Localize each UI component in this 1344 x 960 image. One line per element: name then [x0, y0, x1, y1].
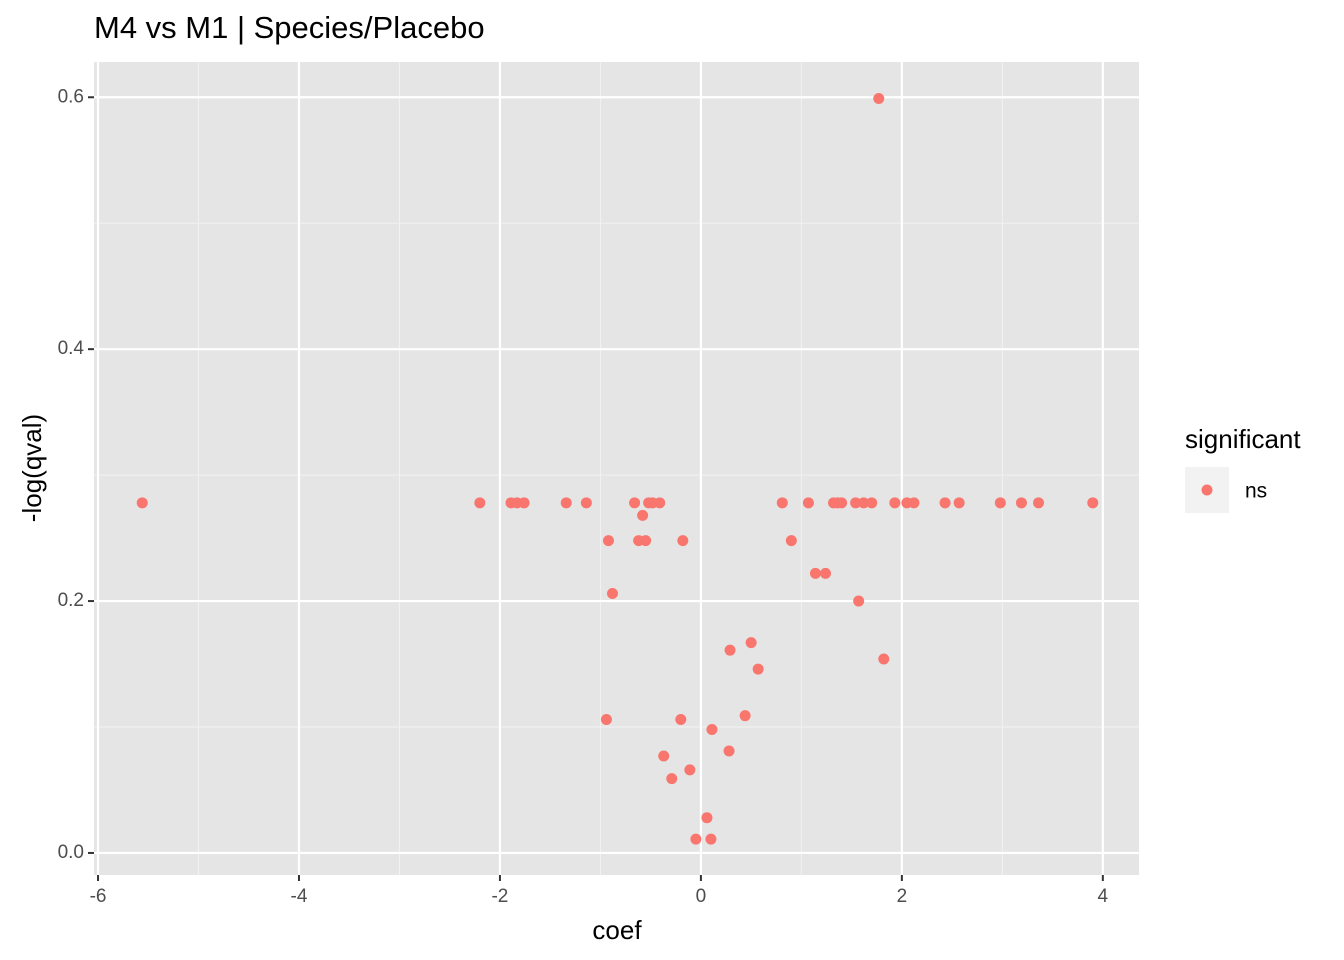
- data-point: [706, 724, 718, 736]
- data-point: [850, 497, 862, 509]
- x-axis-title: coef: [592, 915, 642, 945]
- x-tick-label: -2: [491, 886, 508, 907]
- y-tick-label: 0.4: [58, 338, 85, 359]
- legend-title: significant: [1185, 424, 1301, 454]
- data-point: [809, 567, 821, 579]
- data-point: [866, 497, 878, 509]
- data-point: [658, 750, 670, 762]
- x-tick-label: -4: [291, 886, 308, 907]
- data-point: [602, 535, 614, 547]
- data-point: [858, 497, 870, 509]
- x-tick-label: 4: [1098, 886, 1109, 907]
- data-point: [739, 710, 751, 722]
- data-point: [836, 497, 848, 509]
- x-tick-label: -6: [90, 886, 107, 907]
- y-tick-label: 0.6: [58, 86, 84, 107]
- data-point: [684, 764, 696, 776]
- data-point: [136, 497, 148, 509]
- legend-label: ns: [1245, 480, 1267, 503]
- data-point: [580, 497, 592, 509]
- data-point: [518, 497, 530, 509]
- data-point: [820, 567, 831, 579]
- data-point: [701, 812, 713, 824]
- data-point: [853, 595, 865, 607]
- data-point: [690, 833, 702, 845]
- chart-title: M4 vs M1 | Species/Placebo: [94, 10, 485, 45]
- data-point: [802, 497, 814, 509]
- data-point: [637, 509, 649, 521]
- data-point: [908, 497, 920, 509]
- y-tick-label: 0.0: [58, 842, 84, 863]
- plot-panel: [94, 62, 1139, 875]
- data-point: [994, 497, 1006, 509]
- data-point: [1015, 497, 1027, 509]
- data-point: [1087, 497, 1099, 509]
- legend-marker: [1201, 484, 1213, 496]
- data-point: [675, 713, 687, 725]
- data-point: [606, 588, 618, 600]
- data-point: [752, 663, 764, 675]
- data-point: [723, 745, 735, 757]
- x-tick-label: 2: [897, 886, 908, 907]
- data-point: [560, 497, 572, 509]
- data-point: [785, 535, 797, 547]
- data-point: [878, 653, 890, 665]
- data-point: [776, 497, 788, 509]
- data-point: [666, 773, 678, 785]
- data-point: [677, 535, 689, 547]
- data-point: [640, 535, 652, 547]
- y-tick-label: 0.2: [58, 590, 84, 611]
- y-axis-title: -log(qval): [17, 414, 47, 522]
- data-point: [705, 833, 717, 845]
- data-point: [939, 497, 951, 509]
- x-tick-label: 0: [696, 886, 707, 907]
- data-point: [1033, 497, 1045, 509]
- data-point: [724, 644, 736, 656]
- data-point: [953, 497, 965, 509]
- data-point: [889, 497, 901, 509]
- data-point: [474, 497, 486, 509]
- data-point: [654, 497, 666, 509]
- data-point: [600, 713, 612, 725]
- data-point: [745, 637, 757, 649]
- data-point: [629, 497, 641, 509]
- data-point: [873, 93, 885, 105]
